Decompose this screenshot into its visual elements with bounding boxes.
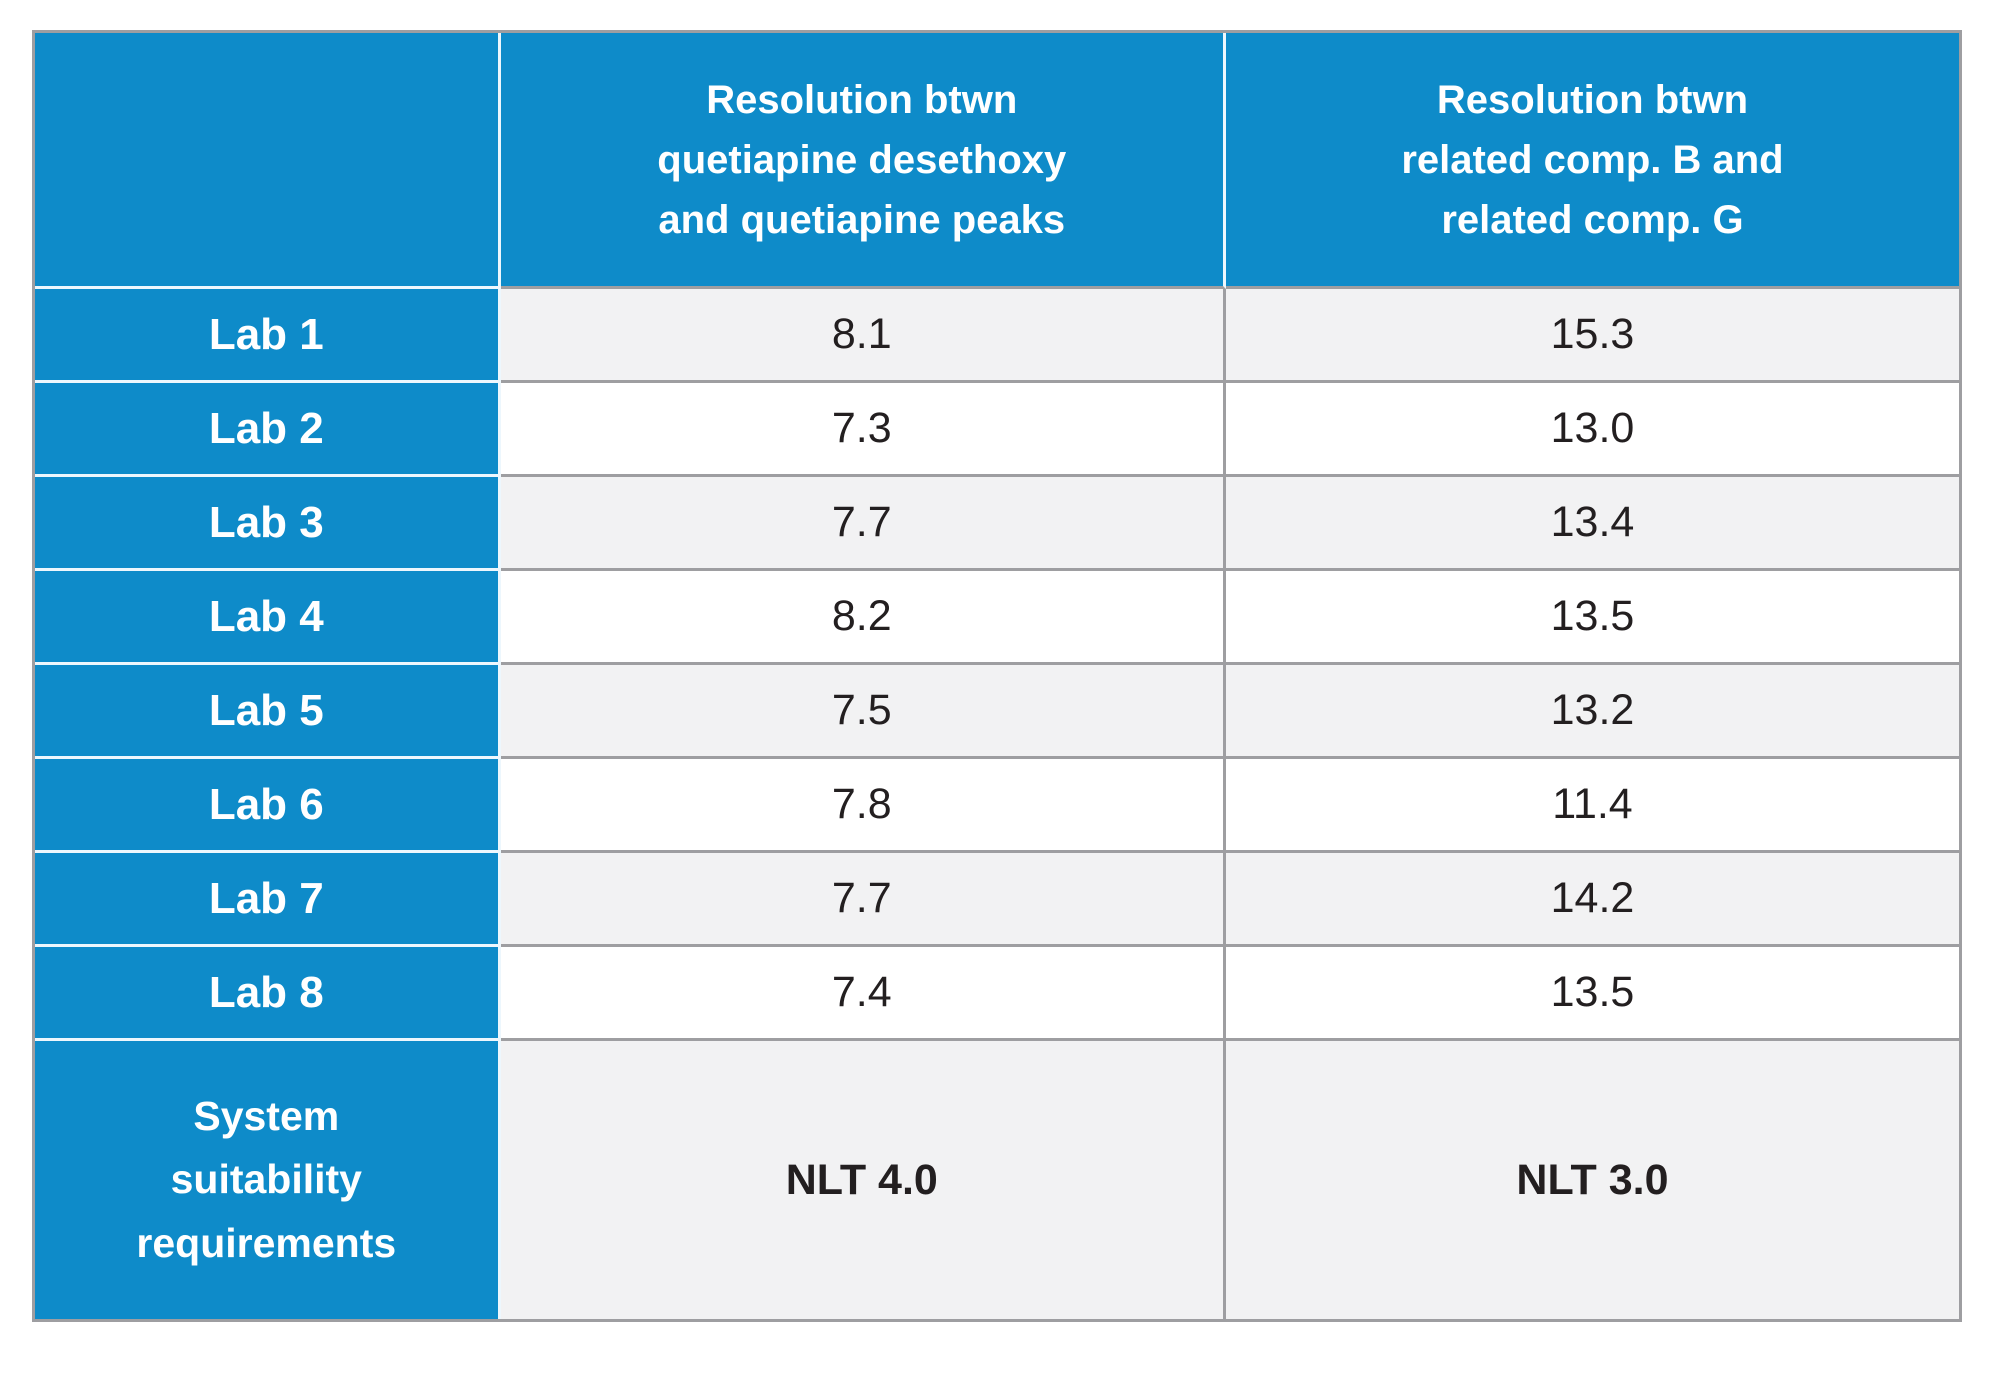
requirement-cell: NLT 3.0	[1225, 1041, 1959, 1319]
value-cell: 7.8	[500, 759, 1226, 853]
value-cell: 13.5	[1225, 947, 1959, 1041]
row-label: Lab 4	[35, 571, 501, 665]
corner-header-cell	[35, 33, 501, 289]
value-cell: 7.7	[500, 477, 1226, 571]
column-header-resolution-comp-b-g: Resolution btwn related comp. B and rela…	[1225, 33, 1959, 289]
value-cell: 13.5	[1225, 571, 1959, 665]
value-cell: 8.1	[500, 289, 1226, 383]
table-row-lab7: Lab 7 7.7 14.2	[35, 853, 1959, 947]
row-label: Lab 8	[35, 947, 501, 1041]
value-cell: 7.5	[500, 665, 1226, 759]
row-label: Lab 5	[35, 665, 501, 759]
row-label: Lab 1	[35, 289, 501, 383]
requirement-cell: NLT 4.0	[500, 1041, 1226, 1319]
row-label: Lab 2	[35, 383, 501, 477]
table-row-system-suitability: System suitability requirements NLT 4.0 …	[35, 1041, 1959, 1319]
row-label: Lab 7	[35, 853, 501, 947]
value-cell: 7.3	[500, 383, 1226, 477]
value-cell: 8.2	[500, 571, 1226, 665]
value-cell: 11.4	[1225, 759, 1959, 853]
value-cell: 14.2	[1225, 853, 1959, 947]
table-row-lab6: Lab 6 7.8 11.4	[35, 759, 1959, 853]
table-row-lab5: Lab 5 7.5 13.2	[35, 665, 1959, 759]
row-label: System suitability requirements	[35, 1041, 501, 1319]
table-row-lab3: Lab 3 7.7 13.4	[35, 477, 1959, 571]
column-header-resolution-quetiapine: Resolution btwn quetiapine desethoxy and…	[500, 33, 1226, 289]
value-cell: 7.4	[500, 947, 1226, 1041]
header-row: Resolution btwn quetiapine desethoxy and…	[35, 33, 1959, 289]
resolution-results-table: Resolution btwn quetiapine desethoxy and…	[32, 30, 1962, 1322]
table-row-lab4: Lab 4 8.2 13.5	[35, 571, 1959, 665]
value-cell: 7.7	[500, 853, 1226, 947]
value-cell: 13.4	[1225, 477, 1959, 571]
table-row-lab2: Lab 2 7.3 13.0	[35, 383, 1959, 477]
table-row-lab1: Lab 1 8.1 15.3	[35, 289, 1959, 383]
value-cell: 15.3	[1225, 289, 1959, 383]
data-table: Resolution btwn quetiapine desethoxy and…	[35, 33, 1959, 1319]
table-row-lab8: Lab 8 7.4 13.5	[35, 947, 1959, 1041]
value-cell: 13.0	[1225, 383, 1959, 477]
value-cell: 13.2	[1225, 665, 1959, 759]
row-label: Lab 6	[35, 759, 501, 853]
row-label: Lab 3	[35, 477, 501, 571]
